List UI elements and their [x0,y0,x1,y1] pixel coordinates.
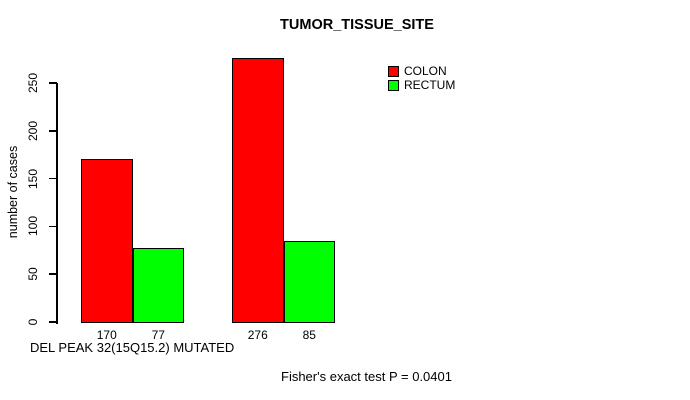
bar-rectum-2 [283,240,335,324]
y-tick-label: 50 [26,267,40,281]
bar-value-label: 85 [302,328,316,342]
legend-label: COLON [404,64,447,78]
y-tick [49,130,57,132]
y-tick [49,177,57,180]
y-tick [49,82,57,84]
y-tick [49,225,57,228]
legend-label: RECTUM [404,78,456,92]
y-tick-label: 0 [26,318,40,326]
legend: COLON RECTUM [388,65,455,91]
y-tick [49,321,57,323]
y-axis-label: number of cases [6,145,20,239]
x-axis-label: DEL PEAK 32(15Q15.2) MUTATED [30,340,235,355]
bar-value-label: 276 [247,328,268,342]
bar-rectum-1 [132,248,184,324]
legend-entry-rectum: RECTUM [388,79,455,91]
legend-swatch-rectum [388,79,399,91]
legend-entry-colon: COLON [388,65,455,77]
y-tick-label: 250 [26,72,40,94]
y-tick-label: 200 [26,120,40,141]
y-tick-label: 150 [26,168,40,189]
y-tick [49,273,57,275]
bar-value-label: 170 [96,328,117,342]
bar-colon-2 [232,58,284,324]
y-axis-line [56,83,58,324]
bar-colon-1 [81,159,133,324]
legend-swatch-colon [388,65,399,77]
y-tick-label: 100 [26,216,40,237]
chart-title: TUMOR_TISSUE_SITE [280,17,434,33]
bar-value-label: 77 [151,328,165,342]
fisher-test-annotation: Fisher's exact test P = 0.0401 [281,369,452,384]
